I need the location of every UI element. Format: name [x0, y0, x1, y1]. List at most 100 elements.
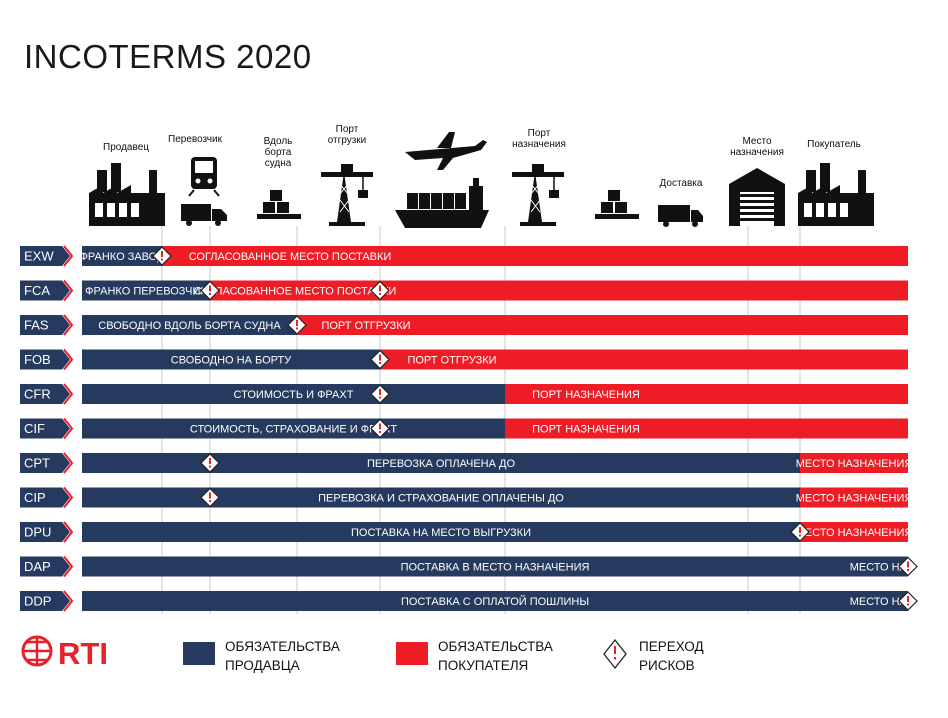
term-code-badge [20, 349, 70, 370]
seller-text: ПЕРЕВОЗКА ОПЛАЧЕНА ДО [367, 458, 516, 470]
term-code-badge [20, 522, 70, 542]
term-code: CPT [24, 456, 50, 471]
seller-text: СВОБОДНО ВДОЛЬ БОРТА СУДНА [98, 320, 281, 332]
term-code: FAS [24, 318, 49, 333]
buyer-text: МЕСТО НАЗНАЧЕНИЯ [850, 596, 948, 608]
seller-obligation-bar [82, 556, 908, 577]
term-code: FOB [24, 352, 51, 367]
port-crane-icon [321, 164, 373, 226]
legend-buyer-swatch [396, 642, 428, 665]
page-title: INCOTERMS 2020 [24, 38, 312, 75]
term-row-fas: FAS СВОБОДНО ВДОЛЬ БОРТА СУДНА ПОРТ ОТГРУЗ… [20, 314, 908, 336]
risk-transfer-icon [200, 280, 220, 301]
seller-obligation-bar [82, 349, 380, 370]
rti-logo: RTI [21, 635, 108, 671]
seller-text: СТОИМОСТЬ, СТРАХОВАНИЕ И ФРАХТ [190, 424, 398, 436]
term-code-badge [20, 487, 70, 508]
term-row-dpu: DPU ПОСТАВКА НА МЕСТО ВЫГРУЗКИ МЕСТО НАЗНА… [20, 521, 913, 543]
term-code: DAP [24, 559, 51, 574]
stage-label: Порт назначения [512, 128, 566, 150]
stage-label: Вдоль борта судна [264, 136, 293, 169]
buyer-text: ПОРТ НАЗНАЧЕНИЯ [532, 424, 640, 436]
risk-transfer-icon [370, 384, 390, 404]
seller-text: ФРАНКО ЗАВОД [80, 251, 165, 263]
buyer-obligation-bar [297, 315, 908, 335]
seller-obligation-bar [82, 280, 210, 301]
buyer-obligation-bar [800, 487, 908, 508]
seller-obligation-bar [82, 246, 162, 266]
term-row-dap: DAP ПОСТАВКА В МЕСТО НАЗНАЧЕНИЯ МЕСТО НАЗН… [20, 555, 948, 578]
buyer-text: МЕСТО НАЗНАЧЕНИЯ [850, 562, 948, 574]
buyer-text: ПОРТ ОТГРУЗКИ [321, 320, 410, 332]
term-row-exw: EXW ФРАНКО ЗАВОД СОГЛАСОВАННОЕ МЕСТО ПОСТА… [20, 245, 908, 267]
buyer-text: СОГЛАСОВАННОЕ МЕСТО ПОСТАВКИ [194, 286, 397, 298]
seller-text: СТОИМОСТЬ И ФРАХТ [234, 389, 354, 401]
seller-text: ФРАНКО ПЕРЕВОЗЧИК [85, 286, 207, 298]
buyer-text: СОГЛАСОВАННОЕ МЕСТО ПОСТАВКИ [189, 251, 392, 263]
buyer-obligation-bar [162, 246, 908, 266]
risk-transfer-icon [287, 315, 307, 335]
stage-label: Продавец [103, 142, 149, 153]
risk-transfer-icon [898, 591, 918, 611]
term-code-badge [20, 315, 70, 335]
buyer-obligation-bar [505, 418, 908, 439]
term-row-cip: CIP ПЕРЕВОЗКА И СТРАХОВАНИЕ ОПЛАЧЕНЫ ДО МЕ… [20, 486, 912, 509]
seller-text: ПОСТАВКА НА МЕСТО ВЫГРУЗКИ [351, 527, 531, 539]
legend-risk-label: ПЕРЕХОД РИСКОВ [639, 639, 704, 673]
term-code-badge [20, 556, 70, 577]
train-truck-icon [181, 157, 227, 226]
stage-label: Доставка [660, 178, 703, 189]
term-code: CIP [24, 490, 46, 505]
term-code: DDP [24, 594, 51, 609]
delivery-truck-icon [658, 205, 703, 227]
cargo-boxes-icon [595, 190, 639, 219]
term-code: EXW [24, 249, 54, 264]
term-code-badge [20, 280, 70, 301]
term-code-badge [20, 453, 70, 473]
stage-label: Порт отгрузки [328, 124, 367, 146]
legend: RTI ОБЯЗАТЕЛЬСТВА ПРОДАВЦА ОБЯЗАТЕЛЬСТВА ПОК… [21, 635, 704, 673]
stage-label: Покупатель [807, 139, 861, 150]
port-crane-icon [512, 164, 564, 226]
buyer-text: МЕСТО НАЗНАЧЕНИЯ [796, 527, 913, 539]
seller-text: ПОСТАВКА В МЕСТО НАЗНАЧЕНИЯ [401, 562, 590, 574]
risk-transfer-icon [152, 246, 172, 266]
buyer-obligation-bar [800, 453, 908, 473]
risk-transfer-icon [790, 522, 810, 542]
term-row-cpt: CPT ПЕРЕВОЗКА ОПЛАЧЕНА ДО МЕСТО НАЗНАЧЕНИЯ [20, 452, 913, 474]
legend-risk-icon [603, 638, 627, 670]
legend-seller-swatch [183, 642, 215, 665]
term-code: DPU [24, 525, 51, 540]
term-row-cfr: CFR СТОИМОСТЬ И ФРАХТ ПОРТ НАЗНАЧЕНИЯ [20, 383, 908, 405]
seller-obligation-bar [82, 487, 800, 508]
buyer-text: МЕСТО НАЗНАЧЕНИЯ [796, 458, 913, 470]
term-row-fob: FOB СВОБОДНО НА БОРТУ ПОРТ ОТГРУЗКИ [20, 348, 908, 371]
risk-transfer-icon [898, 556, 918, 577]
seller-obligation-bar [82, 315, 297, 335]
term-code: CIF [24, 421, 45, 436]
brand-name: RTI [58, 636, 108, 671]
buyer-obligation-bar [800, 522, 908, 542]
term-code: CFR [24, 387, 51, 402]
seller-obligation-bar [82, 591, 908, 611]
plane-ship-icon [395, 132, 489, 228]
cargo-boxes-icon [257, 190, 301, 219]
risk-transfer-icon [370, 349, 390, 370]
buyer-text: ПОРТ НАЗНАЧЕНИЯ [532, 389, 640, 401]
seller-text: СВОБОДНО НА БОРТУ [171, 355, 292, 367]
factory-icon [798, 163, 874, 226]
seller-obligation-bar [82, 384, 505, 404]
seller-obligation-bar [82, 418, 505, 439]
term-row-cif: CIF СТОИМОСТЬ, СТРАХОВАНИЕ И ФРАХТ ПОРТ НА… [20, 417, 908, 440]
legend-seller-label: ОБЯЗАТЕЛЬСТВА ПРОДАВЦА [225, 639, 340, 673]
stage-label: Место назначения [730, 136, 784, 158]
term-code-badge [20, 384, 70, 404]
risk-transfer-icon [200, 487, 220, 508]
buyer-obligation-bar [505, 384, 908, 404]
term-code-badge [20, 418, 70, 439]
term-code-badge [20, 591, 70, 611]
legend-buyer-label: ОБЯЗАТЕЛЬСТВА ПОКУПАТЕЛЯ [438, 639, 553, 673]
seller-text: ПЕРЕВОЗКА И СТРАХОВАНИЕ ОПЛАЧЕНЫ ДО [318, 493, 564, 505]
